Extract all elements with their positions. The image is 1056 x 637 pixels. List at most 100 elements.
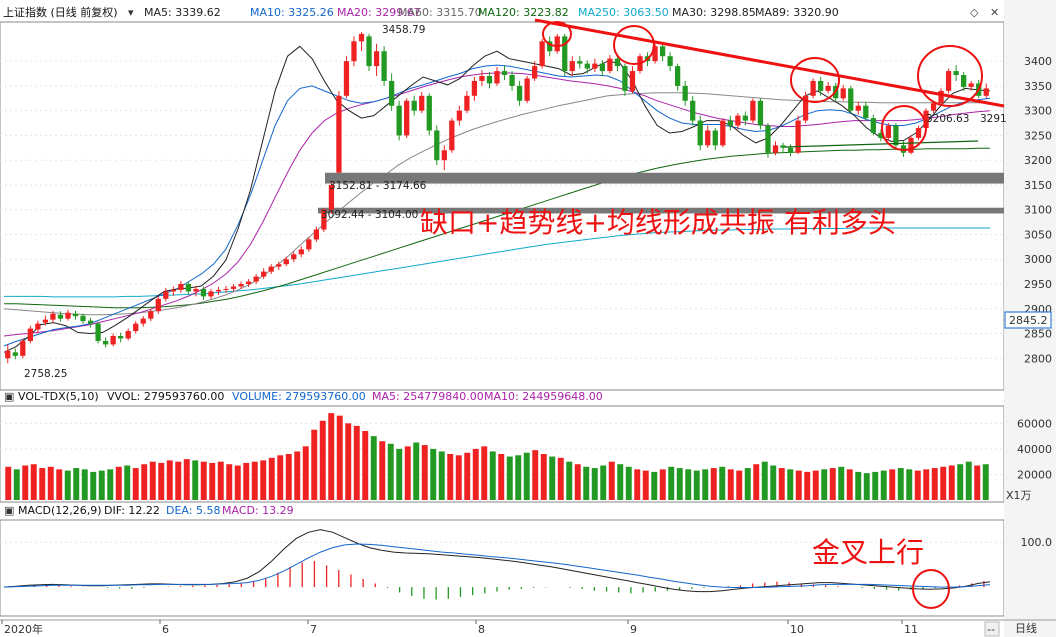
vol-tick-label: 20000 [1017,468,1052,481]
minus-label[interactable]: -- [987,623,995,636]
volume-bar [336,415,343,500]
candle-body [321,209,327,230]
main-header: 上证指数 (日线 前复权) ▾ MA5: 3339.62 MA10: 3325.… [3,5,999,19]
candle-body [923,110,929,128]
volume-bar [472,448,479,500]
vol-title: VOL-TDX(5,10) [18,390,99,403]
volume-bar [600,465,607,500]
candle-body [366,36,372,67]
candle-body [795,120,801,153]
x-tick-label: 9 [630,623,637,636]
volume-bar [668,466,675,500]
candle-body [298,249,304,255]
volume-bar [319,420,326,500]
candle-body [27,328,33,341]
volume-bar [965,461,972,500]
candle-body [80,315,86,322]
macd-annotation-text: 金叉上行 [812,536,924,569]
candle-body [938,90,944,104]
volume-bar [81,469,88,500]
volume-bar [455,455,462,500]
volume-bar [73,468,80,500]
volume-bar [268,457,275,500]
candle-body [125,331,131,339]
volume-bar [634,469,641,500]
volume-bar [693,470,700,500]
volume-bar [183,459,190,500]
main-panel[interactable] [0,21,1005,391]
candle-body [65,312,71,319]
volume-bar [770,465,777,500]
macd-value-label: MACD: 13.29 [222,504,294,517]
candle-body [245,281,252,284]
volume-bar [906,469,913,500]
candle-body [200,288,207,297]
vol-collapse-icon: ▣ [4,390,14,403]
volume-bar [311,429,318,500]
volume-bar [226,464,233,500]
candle-body [494,71,500,84]
volume-bar [897,468,904,500]
candle-body [12,352,18,356]
candle-body [968,83,974,87]
volume-bar [5,466,12,500]
candle-body [878,132,884,138]
candle-body [471,80,478,96]
candle-body [343,61,350,96]
volume-bar [940,466,947,500]
candle-body [509,75,515,86]
minus-button[interactable] [984,621,1000,637]
price-tick-label: 2800 [1024,352,1052,365]
x-tick-label: 11 [904,623,918,636]
ma89-label: MA89: 3320.90 [755,6,839,19]
vol-tick-label: 40000 [1017,443,1052,456]
candle-body [720,120,726,146]
volume-bar [379,441,386,500]
volume-bar [396,448,403,500]
candle-body [479,76,485,81]
candle-body [313,229,319,240]
candle-body [772,145,779,153]
candle-body [50,313,56,320]
close-icon[interactable]: ✕ [990,6,999,19]
volume-bar [872,471,879,500]
candle-body [690,100,696,121]
period-label[interactable]: 日线 [1015,621,1037,635]
last-price-box [1004,311,1052,329]
volume-bar [855,471,862,500]
candle-body [419,95,425,111]
candle-body [336,95,342,173]
candle-body [893,125,899,146]
volume-bar [192,460,199,500]
macd-header: ▣ MACD(12,26,9) DIF: 12.22 DEA: 5.58 MAC… [4,504,294,517]
price-tick-label: 3200 [1024,154,1052,167]
volume-bar [421,445,428,500]
candle-body [930,103,937,111]
candle-body [373,51,380,67]
volume-label: VOLUME: 279593760.00 [232,390,366,403]
volume-bar [498,454,505,500]
volume-bar [515,455,522,500]
settings-icon[interactable]: ◇ [970,6,979,19]
volume-bar [260,460,267,500]
candle-body [501,71,508,76]
volume-bar [889,469,896,500]
macd-title: MACD(12,26,9) [18,504,102,517]
volume-bar [557,457,564,500]
candle-body [140,318,146,324]
candle-body [396,105,402,136]
circle-breakout [790,57,840,103]
macd-tick-label: 100.0 [1021,536,1053,549]
candle-body [261,271,267,277]
candle-body [584,63,590,69]
volume-bar [676,468,683,500]
circle-peak [542,21,572,47]
volume-bar [744,468,751,500]
volume-bar [574,464,581,500]
candle-body [441,150,447,161]
volume-bar [778,468,785,500]
vol-unit: X1万 [1006,489,1032,502]
volume-bar [39,468,46,500]
candle-body [388,80,395,106]
candle-body [983,88,989,96]
